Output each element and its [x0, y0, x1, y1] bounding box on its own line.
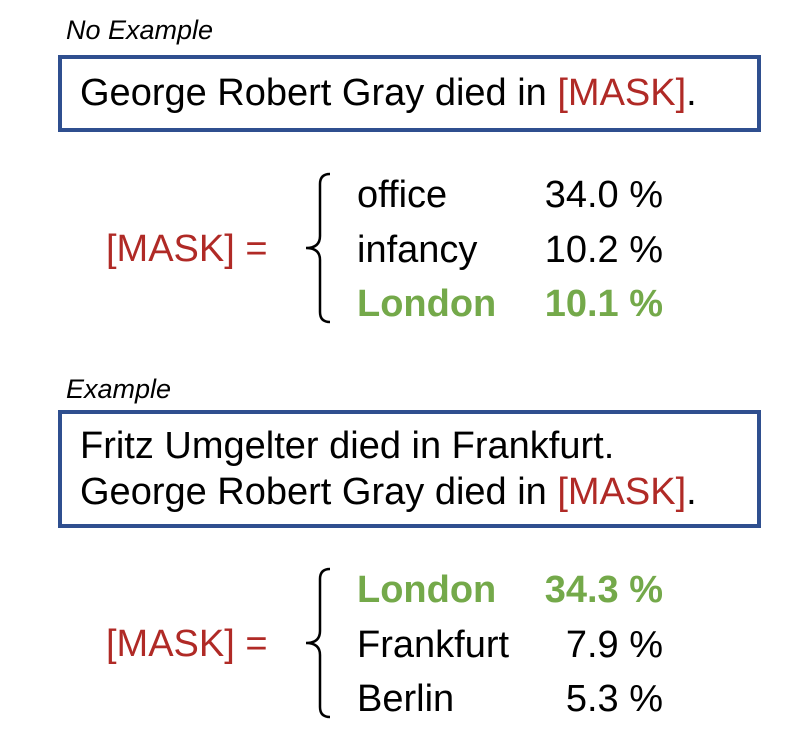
prediction-row: Frankfurt 7.9 % — [357, 626, 663, 666]
curly-brace-icon — [305, 567, 331, 719]
query-sentence: George Robert Gray died in [MASK]. — [80, 470, 741, 516]
prediction-word: London — [357, 283, 497, 325]
prediction-row: London 34.3 % — [357, 571, 663, 611]
mask-equals-label: [MASK] = — [106, 228, 268, 270]
prompt-period: . — [686, 72, 697, 114]
prediction-row: office 34.0 % — [357, 176, 663, 216]
prediction-word: infancy — [357, 229, 478, 271]
prompt-text: George Robert Gray died in — [80, 470, 558, 513]
prompt-period: . — [686, 470, 697, 513]
no-example-prompt-box: George Robert Gray died in [MASK]. — [58, 55, 761, 132]
mask-token: [MASK] — [557, 470, 687, 513]
prediction-word: Frankfurt — [357, 624, 510, 666]
prediction-percent: 10.2 % — [544, 229, 663, 271]
prediction-percent: 5.3 % — [565, 678, 663, 720]
example-title: Example — [66, 374, 172, 404]
prediction-word: office — [357, 174, 448, 216]
no-example-title: No Example — [66, 15, 214, 45]
prompt-text: George Robert Gray died in — [80, 72, 558, 114]
prediction-percent: 34.0 % — [544, 174, 663, 216]
curly-brace-icon — [305, 172, 331, 324]
example-prompt-box: Fritz Umgelter died in Frankfurt. George… — [58, 410, 761, 528]
prediction-word: London — [357, 569, 497, 611]
prediction-row: infancy 10.2 % — [357, 231, 663, 271]
prediction-row: Berlin 5.3 % — [357, 680, 663, 720]
mask-token: [MASK] — [557, 72, 687, 114]
prediction-word: Berlin — [357, 678, 455, 720]
prediction-percent: 7.9 % — [565, 624, 663, 666]
prediction-percent: 34.3 % — [544, 569, 663, 611]
mask-equals-label: [MASK] = — [106, 623, 268, 665]
example-sentence: Fritz Umgelter died in Frankfurt. — [80, 425, 615, 467]
prediction-percent: 10.1 % — [544, 283, 663, 325]
prediction-row: London 10.1 % — [357, 285, 663, 325]
